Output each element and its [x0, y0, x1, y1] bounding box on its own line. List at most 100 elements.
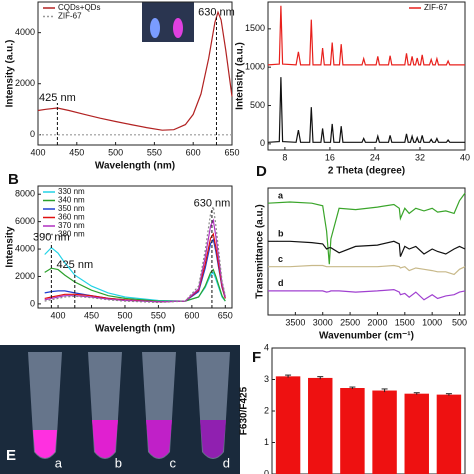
- annotation: 425 nm: [56, 259, 93, 271]
- series-label: d: [278, 278, 284, 288]
- y-tick-label: 2000: [15, 271, 35, 281]
- bar: [372, 390, 397, 474]
- bar: [275, 376, 301, 474]
- x-tick-label: 1000: [422, 317, 442, 327]
- y-tick-label: 4000: [15, 27, 35, 37]
- tube-label: c: [170, 455, 177, 470]
- series-line: [268, 240, 466, 257]
- legend-label: 360 nm: [58, 213, 85, 222]
- panel-label: B: [8, 171, 19, 188]
- series-line: [44, 267, 226, 302]
- legend-label: 340 nm: [58, 196, 85, 205]
- x-tick-label: 600: [186, 147, 201, 157]
- x-tick-label: 500: [452, 317, 467, 327]
- x-tick-label: 400: [51, 310, 66, 320]
- x-tick-label: 40: [460, 152, 470, 162]
- series-line: [267, 192, 466, 265]
- x-tick-label: 450: [84, 310, 99, 320]
- x-tick-label: 550: [151, 310, 166, 320]
- x-tick-label: 600: [184, 310, 199, 320]
- y-tick-label: 8000: [15, 189, 35, 199]
- x-tick-label: 500: [117, 310, 132, 320]
- x-axis-label: Wavenumber (cm⁻¹): [319, 331, 414, 342]
- y-axis-label: F630/F425: [239, 386, 250, 435]
- series-line: [267, 77, 465, 143]
- series-line: [44, 218, 226, 303]
- x-tick-label: 650: [218, 310, 233, 320]
- x-axis-label: Wavelength (nm): [95, 161, 175, 172]
- panel-label: E: [6, 447, 16, 464]
- y-tick-label: 0: [264, 468, 269, 474]
- bar: [404, 393, 429, 474]
- y-tick-label: 2: [264, 405, 269, 415]
- legend-label: 350 nm: [58, 204, 85, 213]
- bar: [308, 377, 333, 474]
- series-line: [44, 204, 226, 304]
- x-tick-label: 450: [69, 147, 84, 157]
- inset-tube: [150, 18, 160, 38]
- series-label: c: [278, 254, 283, 264]
- x-tick-label: 500: [108, 147, 123, 157]
- legend-label: 330 nm: [58, 187, 85, 196]
- y-tick-label: 0: [30, 298, 35, 308]
- x-tick-label: 400: [30, 147, 45, 157]
- x-tick-label: 550: [147, 147, 162, 157]
- y-tick-label: 6000: [15, 216, 35, 226]
- plot-frame: [267, 1, 466, 151]
- x-tick-label: 2500: [340, 317, 360, 327]
- plot-frame: [37, 1, 233, 146]
- y-tick-label: 3: [264, 374, 269, 384]
- tube-liquid: [92, 420, 118, 458]
- series-line: [268, 288, 466, 301]
- x-tick-label: 3000: [313, 317, 333, 327]
- x-tick-label: 650: [224, 147, 239, 157]
- legend-label: CQDs+QDs: [58, 3, 100, 12]
- legend-label: 370 nm: [58, 221, 85, 230]
- inset-photo: [142, 2, 194, 42]
- series-label: a: [278, 191, 284, 201]
- y-tick-label: 1000: [245, 62, 265, 72]
- legend-label: ZIF-67: [424, 3, 448, 12]
- y-tick-label: 0: [30, 129, 35, 139]
- tube-liquid: [146, 420, 172, 458]
- x-tick-label: 8: [282, 152, 287, 162]
- annotation: 630 nm: [198, 6, 235, 18]
- tube-liquid: [33, 430, 57, 458]
- plot-frame: [267, 187, 466, 316]
- x-tick-label: 32: [415, 152, 425, 162]
- inset-tube: [173, 18, 183, 38]
- x-tick-label: 2000: [367, 317, 387, 327]
- x-tick-label: 16: [325, 152, 335, 162]
- y-axis-label: Transmittance (a.u.): [255, 204, 266, 298]
- y-axis-label: Intensity (a.u.): [235, 42, 246, 110]
- tube-label: d: [223, 455, 230, 470]
- bar: [436, 394, 462, 474]
- tubes: [28, 352, 230, 459]
- annotation: 630 nm: [194, 197, 231, 209]
- annotation: 425 nm: [39, 92, 76, 104]
- x-tick-label: 3500: [285, 317, 305, 327]
- series-label: b: [278, 229, 284, 239]
- legend-label: ZIF-67: [58, 12, 82, 21]
- tube-label: b: [115, 455, 122, 470]
- y-tick-label: 0: [260, 138, 265, 148]
- series-line: [267, 5, 465, 66]
- panel-label: F: [252, 349, 261, 366]
- bar: [340, 388, 365, 474]
- x-axis-label: 2 Theta (degree): [328, 166, 405, 177]
- y-axis-label: Intensity: [5, 226, 16, 268]
- series-line: [268, 264, 466, 276]
- y-tick-label: 1: [264, 437, 269, 447]
- x-tick-label: 24: [370, 152, 380, 162]
- y-axis-label: Intensity (a.u.): [5, 40, 16, 108]
- x-tick-label: 1500: [395, 317, 415, 327]
- plot-frame: [37, 185, 233, 309]
- tube-liquid: [200, 420, 226, 458]
- y-tick-label: 4: [264, 342, 269, 352]
- legend-label: 380 nm: [58, 230, 85, 239]
- y-tick-label: 2000: [15, 78, 35, 88]
- panel-label: D: [256, 163, 267, 180]
- x-axis-label: Wavelength (nm): [95, 324, 175, 335]
